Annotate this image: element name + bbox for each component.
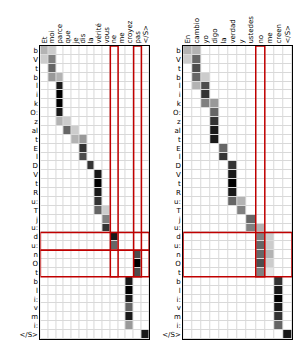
svg-text:verdad: verdad: [229, 19, 237, 43]
svg-text:D: D: [175, 162, 180, 170]
svg-text:R: R: [33, 189, 38, 197]
svg-text:n: n: [34, 251, 38, 259]
svg-text:j: j: [35, 216, 38, 224]
svg-text:pas: pas: [134, 31, 142, 44]
svg-text:Et: Et: [41, 36, 49, 43]
svg-text:d: d: [34, 233, 38, 241]
svg-text:</S>: </S>: [142, 25, 150, 44]
svg-text:t: t: [35, 136, 38, 144]
svg-text:v: v: [34, 304, 38, 312]
svg-text:al: al: [32, 127, 38, 135]
svg-text:V: V: [176, 171, 181, 179]
svg-text:me: me: [266, 32, 274, 43]
svg-text:cambio: cambio: [193, 18, 201, 44]
svg-text:no: no: [257, 35, 265, 44]
svg-text:R: R: [176, 189, 181, 197]
svg-text:D: D: [33, 162, 38, 170]
svg-text:m: m: [31, 313, 38, 321]
svg-text:ustedes: ustedes: [247, 16, 255, 44]
svg-text:E: E: [34, 145, 38, 153]
svg-text:dis: dis: [79, 33, 87, 43]
svg-text:i:: i:: [34, 296, 38, 304]
svg-text:T: T: [176, 207, 182, 215]
svg-text:t: t: [35, 180, 38, 188]
svg-text:V: V: [33, 171, 38, 179]
svg-text:u:: u:: [31, 198, 38, 206]
svg-text:u:: u:: [31, 224, 38, 232]
svg-text:yo: yo: [202, 35, 210, 43]
svg-text:digo: digo: [211, 28, 219, 43]
svg-text:i: i: [179, 91, 181, 99]
svg-text:d: d: [176, 233, 180, 241]
svg-text:que: que: [64, 30, 72, 43]
svg-text:u:: u:: [31, 242, 38, 250]
svg-text:i: i: [36, 91, 38, 99]
svg-text:z: z: [34, 118, 38, 126]
svg-text:croyez: croyez: [126, 20, 134, 43]
svg-text:O:: O:: [30, 109, 38, 117]
svg-text:me: me: [118, 32, 126, 43]
svg-text:E: E: [176, 145, 180, 153]
svg-text:vérité: vérité: [95, 23, 103, 43]
svg-text:z: z: [177, 118, 181, 126]
svg-text:V: V: [176, 56, 181, 64]
svg-text:l: l: [36, 153, 38, 161]
svg-text:v: v: [177, 304, 181, 312]
svg-text:t: t: [35, 65, 38, 73]
svg-text:la: la: [87, 37, 95, 43]
svg-text:T: T: [33, 207, 39, 215]
svg-text:i:: i:: [176, 296, 180, 304]
svg-text:l: l: [179, 287, 181, 295]
svg-text:V: V: [33, 56, 38, 64]
svg-text:u:: u:: [174, 242, 181, 250]
svg-text:i:: i:: [176, 322, 180, 330]
svg-text:t: t: [178, 180, 181, 188]
svg-text:</S>: </S>: [19, 331, 38, 339]
svg-text:l: l: [179, 82, 181, 90]
svg-text:y: y: [238, 39, 246, 43]
svg-text:l: l: [36, 82, 38, 90]
svg-text:b: b: [34, 278, 39, 286]
svg-text:k: k: [34, 100, 39, 108]
svg-text:n: n: [176, 251, 180, 259]
svg-text:</S>: </S>: [284, 25, 292, 44]
svg-text:je: je: [72, 37, 80, 44]
svg-text:m: m: [174, 313, 181, 321]
svg-text:t: t: [178, 136, 181, 144]
svg-text:moi: moi: [48, 30, 56, 43]
svg-text:vous: vous: [103, 27, 111, 44]
svg-text:creen: creen: [275, 24, 283, 44]
svg-text:u:: u:: [174, 224, 181, 232]
svg-text:</S>: </S>: [162, 331, 181, 339]
svg-text:t: t: [35, 269, 38, 277]
svg-text:O: O: [32, 260, 38, 268]
svg-text:j: j: [178, 216, 181, 224]
svg-text:O:: O:: [173, 109, 181, 117]
svg-text:O: O: [175, 260, 181, 268]
svg-text:b: b: [176, 278, 181, 286]
svg-text:ne: ne: [111, 35, 119, 44]
svg-text:En: En: [184, 35, 192, 44]
svg-text:t: t: [178, 65, 181, 73]
svg-text:l: l: [179, 153, 181, 161]
svg-text:u:: u:: [174, 198, 181, 206]
svg-text:t: t: [178, 269, 181, 277]
svg-text:b: b: [34, 47, 39, 55]
svg-text:la: la: [220, 37, 228, 43]
svg-text:i:: i:: [34, 322, 38, 330]
svg-text:al: al: [175, 127, 181, 135]
svg-text:k: k: [177, 100, 182, 108]
svg-text:l: l: [36, 287, 38, 295]
svg-text:b: b: [176, 74, 181, 82]
svg-text:b: b: [176, 47, 181, 55]
svg-text:b: b: [34, 74, 39, 82]
svg-text:parce: parce: [56, 24, 64, 44]
